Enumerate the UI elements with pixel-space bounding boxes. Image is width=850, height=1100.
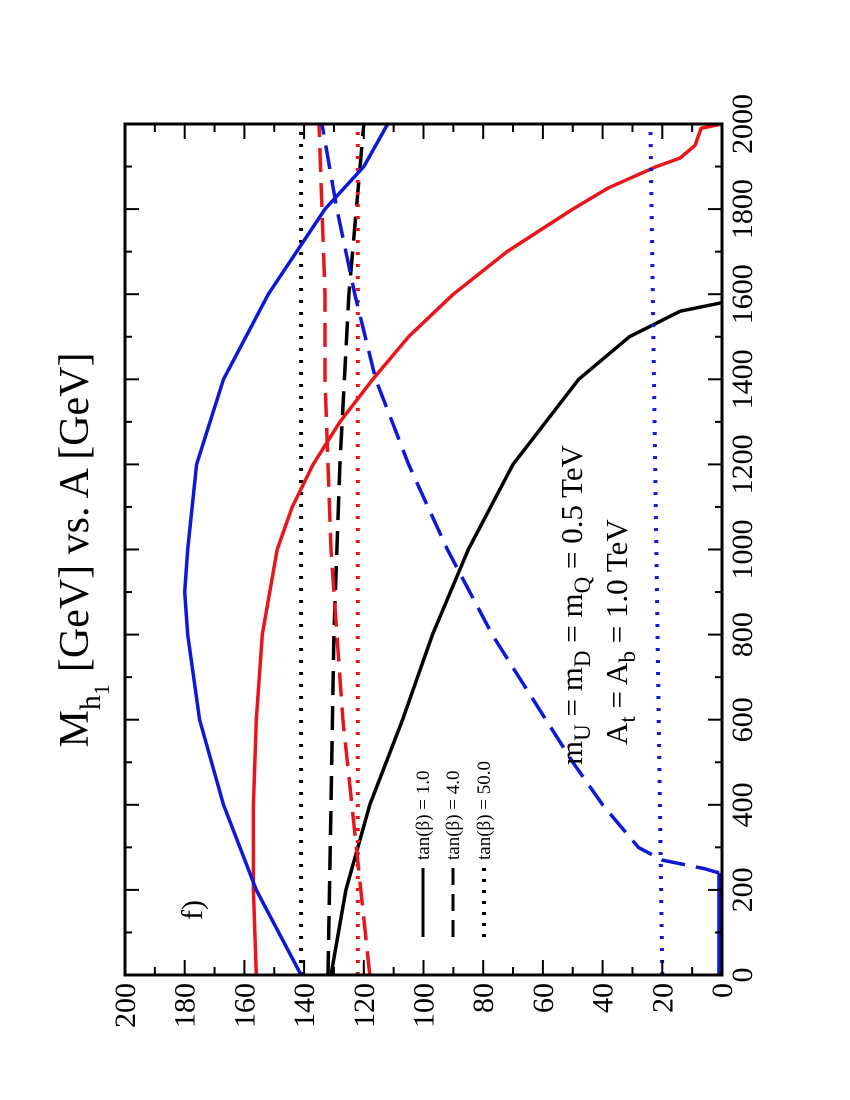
x-tick-label: 1200 (726, 434, 759, 494)
x-tick-label: 800 (726, 612, 759, 657)
ann1-sub: Q (570, 576, 595, 593)
x-tick-label: 2000 (726, 94, 759, 154)
series-line-black-solid (329, 300, 723, 976)
chart-title: Mh1 [GeV] vs. A [GeV] (52, 353, 114, 748)
ticks-layer: 0 200 400 600 800 1000 1200 1400 1600 1800 2000 0 20… (109, 94, 759, 1028)
legend-label: tan(β) = 1.0 (413, 771, 434, 861)
ann1-sub: D (570, 651, 595, 668)
ann1-part: = m (554, 667, 589, 724)
y-tick-label: 140 (288, 983, 321, 1028)
x-tick-label: 200 (726, 867, 759, 912)
series-line-red-dashed (317, 123, 372, 976)
y-tick-label: 40 (587, 983, 620, 1013)
curves-layer (182, 122, 723, 976)
title-m: M (52, 710, 98, 747)
ann1-part: m (554, 741, 589, 765)
ann1-part: = 0.5 TeV (554, 444, 589, 576)
series-line-blue-dotted (648, 123, 665, 976)
title-h: h (74, 695, 107, 710)
legend: tan(β) = 1.0 tan(β) = 4.0 tan(β) = 50.0 (413, 761, 495, 937)
ann2-part: = A (599, 662, 634, 716)
annotation-line-1: mU = mD = mQ = 0.5 TeV (554, 444, 595, 765)
x-tick-label: 1000 (726, 520, 759, 580)
y-tick-label: 160 (228, 983, 261, 1028)
y-tick-label: 60 (527, 983, 560, 1013)
ann2-sub: t (615, 716, 640, 723)
y-tick-label: 180 (169, 983, 202, 1028)
series-line-black-dashed (326, 123, 366, 976)
title-h-index: 1 (89, 684, 114, 695)
y-tick-label: 0 (706, 983, 739, 998)
legend-label: tan(β) = 4.0 (443, 771, 464, 861)
ann1-part: = m (554, 593, 589, 650)
series-line-red-solid (251, 122, 723, 976)
series-line-blue-dashed (320, 123, 720, 875)
title-rest: [GeV] vs. A [GeV] (52, 353, 98, 673)
y-tick-label: 100 (408, 983, 441, 1028)
ann2-part: = 1.0 TeV (599, 519, 634, 651)
x-tick-label: 1400 (726, 349, 759, 409)
legend-label: tan(β) = 50.0 (474, 761, 495, 860)
y-tick-label: 120 (348, 983, 381, 1028)
ann2-part: A (599, 722, 634, 745)
ann2-sub: b (615, 651, 640, 663)
x-tick-label: 0 (726, 968, 759, 983)
x-tick-label: 400 (726, 782, 759, 827)
x-tick-label: 1600 (726, 264, 759, 324)
annotation-line-2: At = Ab = 1.0 TeV (599, 519, 640, 745)
ann1-sub: U (570, 724, 595, 741)
series-line-blue-solid (182, 123, 390, 976)
x-tick-label: 600 (726, 697, 759, 742)
y-tick-label: 20 (646, 983, 679, 1013)
y-tick-label: 200 (109, 983, 142, 1028)
y-tick-label: 80 (467, 983, 500, 1013)
rotated-plot: 0200400600800100012001400160018002000020… (52, 94, 759, 1028)
x-tick-label: 1800 (726, 179, 759, 239)
panel-label: f) (176, 900, 209, 920)
